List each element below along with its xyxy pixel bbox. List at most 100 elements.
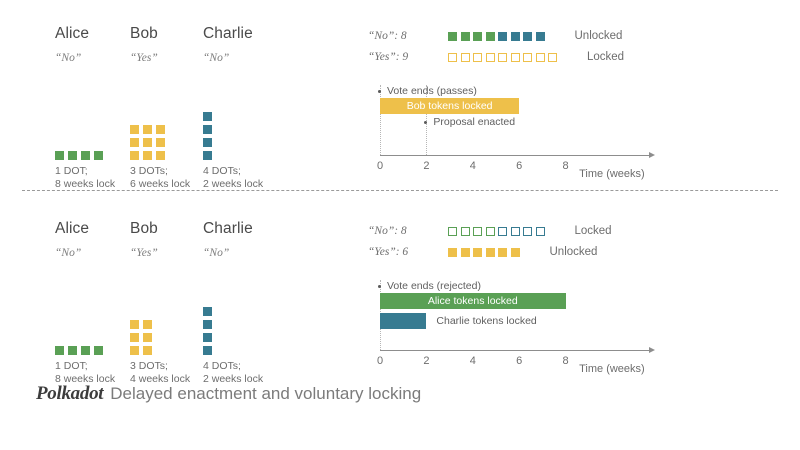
tally-square-hollow: [510, 226, 520, 236]
token-row: [203, 112, 212, 121]
timeline-event-label: Vote ends (passes): [387, 85, 477, 97]
voter-caption-line1: 1 DOT;: [55, 165, 88, 177]
timeline-tick-label: 6: [516, 355, 523, 367]
token-square: [130, 346, 139, 355]
voter-column-bob: Bob “Yes”: [130, 25, 206, 64]
voter-caption-line2: 6 weeks lock: [130, 177, 191, 190]
token-square: [143, 333, 152, 342]
token-square: [156, 151, 165, 160]
voter-caption: 1 DOT; 8 weeks lock: [55, 165, 115, 190]
timeline-tick-label: 2: [423, 160, 430, 172]
voter-caption: 3 DOTs; 4 weeks lock: [130, 360, 190, 385]
timeline-event: Proposal enacted: [424, 116, 515, 128]
tally-square-hollow: [473, 226, 482, 236]
timeline-event-label: Vote ends (rejected): [387, 280, 481, 292]
tally-square-hollow: [535, 226, 545, 236]
voter-caption-line2: 8 weeks lock: [55, 177, 116, 190]
token-row: [203, 307, 212, 316]
token-row: [130, 125, 165, 134]
timeline-event: Vote ends (passes): [378, 85, 477, 97]
voter-vote: “No”: [55, 52, 82, 64]
token-row: [130, 138, 165, 147]
timeline-event-dot-icon: [424, 120, 428, 124]
tally-square-hollow: [460, 226, 470, 236]
timeline-bar: Charlie tokens locked: [380, 313, 537, 329]
voter-caption-line2: 4 weeks lock: [130, 372, 191, 385]
tally-squares: [448, 52, 557, 62]
token-square: [203, 320, 212, 329]
token-square: [143, 125, 152, 134]
slide-footer: Polkadot Delayed enactment and voluntary…: [36, 383, 421, 405]
voter-vote: “No”: [55, 247, 82, 259]
timeline-event-dot-icon: [378, 284, 381, 288]
tally-square-hollow: [548, 52, 557, 62]
voter-column-bob: Bob “Yes”: [130, 220, 206, 259]
tally-squares: [448, 31, 545, 41]
voter-column-alice: Alice “No”: [55, 220, 131, 259]
tally-square-hollow: [498, 52, 507, 62]
timeline-axis-label: Time (weeks): [579, 363, 645, 375]
tally-square-filled: [473, 247, 482, 257]
token-row: [203, 346, 212, 355]
timeline-bar-label: Bob tokens locked: [406, 100, 493, 112]
voter-caption-line1: 3 DOTs;: [130, 360, 168, 372]
tally-square-filled: [498, 247, 507, 257]
timeline-bar-label: Alice tokens locked: [427, 295, 518, 307]
voter-name: Charlie: [203, 25, 253, 42]
tally-squares: [448, 226, 545, 236]
timeline-axis-label: Time (weeks): [579, 168, 645, 180]
timeline-bar-label: Charlie tokens locked: [436, 315, 537, 327]
token-row: [203, 151, 212, 160]
tally-square-hollow: [460, 52, 470, 62]
tally-square-filled: [510, 247, 520, 257]
token-square: [143, 138, 152, 147]
token-square: [203, 346, 212, 355]
timeline-axis: [380, 350, 650, 352]
voter-caption: 4 DOTs; 2 weeks lock: [203, 165, 263, 190]
tally-square-hollow: [485, 52, 495, 62]
token-square: [203, 112, 212, 121]
token-square: [55, 151, 64, 160]
voter-name: Alice: [55, 25, 90, 42]
tally-square-filled: [473, 31, 482, 41]
voter-caption-line1: 4 DOTs;: [203, 360, 241, 372]
tally-legend: Locked: [587, 51, 625, 63]
polkadot-logo: Polkadot: [36, 383, 104, 404]
token-square: [203, 307, 212, 316]
timeline-axis: [380, 155, 650, 157]
token-grid-bob: [130, 125, 165, 160]
voter-name: Charlie: [203, 220, 253, 237]
voter-name: Bob: [130, 220, 158, 237]
token-square: [94, 151, 103, 160]
tally-squares: [448, 247, 520, 257]
token-square: [143, 320, 152, 329]
token-square: [81, 151, 90, 160]
timeline-bar: Bob tokens locked: [380, 98, 520, 114]
token-square: [130, 333, 139, 342]
tally-square-hollow: [510, 52, 520, 62]
voter-caption: 4 DOTs; 2 weeks lock: [203, 360, 263, 385]
voter-caption-line2: 2 weeks lock: [203, 177, 264, 190]
voter-column-alice: Alice “No”: [55, 25, 131, 64]
tally-legend: Locked: [574, 225, 612, 237]
token-row: [203, 125, 212, 134]
timeline-event-label: Proposal enacted: [433, 116, 516, 128]
token-row: [203, 333, 212, 342]
timeline-guide-line: [380, 85, 381, 155]
voter-name: Bob: [130, 25, 158, 42]
tally-label: “Yes”: 6: [368, 246, 409, 258]
tally-square-filled: [485, 31, 495, 41]
tally-label: “Yes”: 9: [368, 51, 409, 63]
timeline-tick-label: 0: [376, 355, 384, 367]
token-row: [203, 320, 212, 329]
timeline-tick-label: 0: [376, 160, 384, 172]
token-grid-bob: [130, 320, 152, 355]
timeline-tick-label: 2: [423, 355, 430, 367]
tally-square-filled: [485, 247, 495, 257]
tally-row: “Yes”: 9 Locked: [368, 51, 624, 63]
timeline-event: Vote ends (rejected): [378, 280, 481, 292]
tally-square-hollow: [523, 52, 532, 62]
timeline-guide-line: [426, 85, 428, 155]
tally-square-filled: [448, 31, 457, 41]
